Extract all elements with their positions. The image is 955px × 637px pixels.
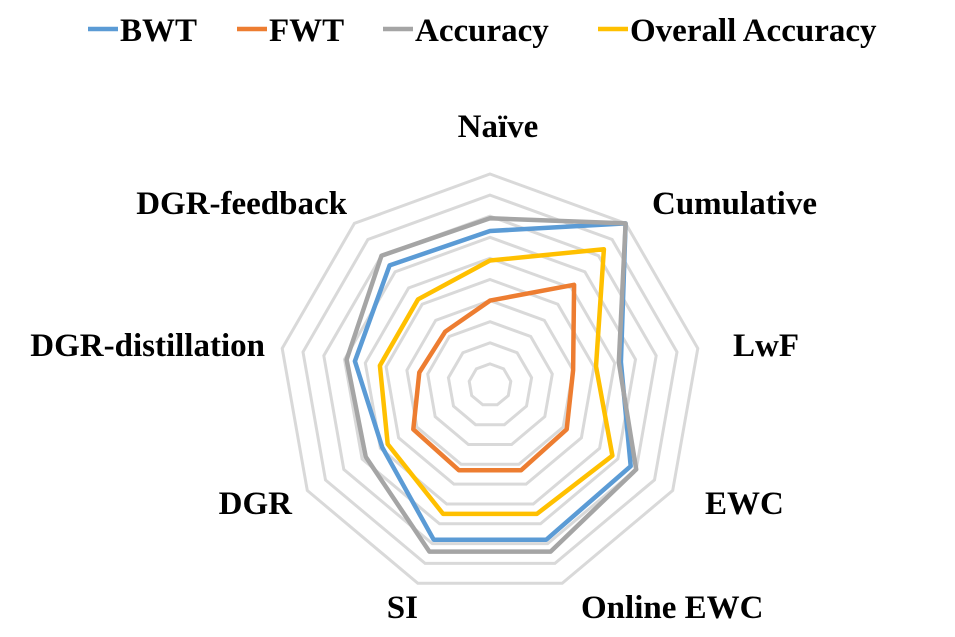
axis-label: SI	[387, 590, 418, 626]
legend-label: BWT	[120, 13, 197, 49]
grid-ring	[301, 193, 679, 565]
axis-label: Cumulative	[652, 186, 817, 222]
axis-label: LwF	[733, 328, 799, 364]
grid-ring	[405, 299, 575, 466]
legend-label: FWT	[269, 13, 344, 49]
axis-label: DGR-feedback	[136, 186, 347, 222]
series-line-accuracy	[344, 216, 639, 554]
axis-label: DGR-distillation	[30, 328, 265, 364]
series-line-overall-accuracy	[377, 246, 615, 517]
radar-axis-labels: Naïve Cumulative LwF EWC Online EWC SI DGR DGR-…	[30, 109, 817, 626]
grid-ring	[384, 277, 596, 486]
legend: BWT FWT Accuracy Overall Accuracy	[88, 13, 877, 49]
grid-ring	[467, 362, 513, 407]
legend-label: Overall Accuracy	[630, 13, 877, 49]
radar-series	[344, 216, 639, 554]
grid-ring	[280, 172, 700, 585]
axis-label: EWC	[705, 486, 784, 522]
series-line-fwt	[411, 282, 577, 473]
radar-grid	[280, 172, 700, 585]
axis-label: Naïve	[458, 109, 539, 145]
axis-label: Online EWC	[581, 590, 763, 626]
grid-ring	[363, 256, 617, 506]
grid-ring	[322, 214, 658, 546]
axis-label: DGR	[219, 486, 294, 522]
grid-ring	[426, 320, 554, 446]
legend-label: Accuracy	[415, 13, 549, 49]
grid-ring	[446, 341, 534, 427]
